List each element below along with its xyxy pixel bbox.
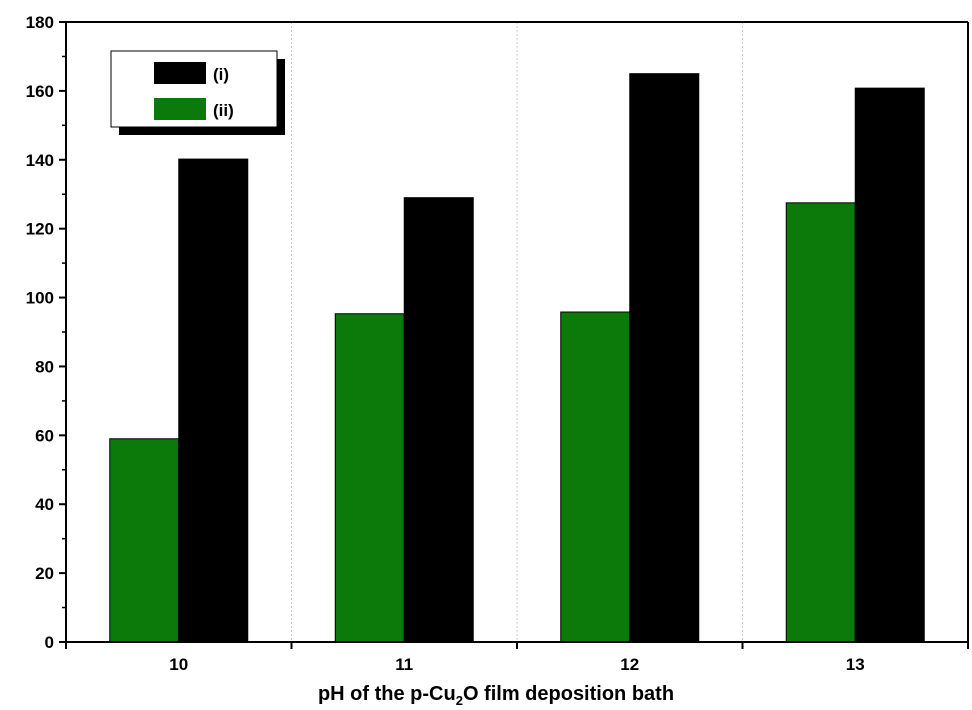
y-tick-label-160: 160 (26, 82, 54, 101)
bar-i-12 (629, 73, 700, 643)
grid (291, 22, 743, 642)
axes (59, 21, 969, 649)
y-tick-label-0: 0 (45, 633, 54, 652)
bar-ii-10 (109, 438, 180, 643)
bars (109, 73, 925, 643)
y-tick-label-40: 40 (35, 495, 54, 514)
y-tick-label-20: 20 (35, 564, 54, 583)
legend: (i) (ii) (110, 50, 285, 135)
y-tick-label-100: 100 (26, 289, 54, 308)
legend-swatch-ii (154, 98, 206, 120)
x-tick-label-10: 10 (169, 655, 188, 674)
bar-ii-12 (560, 311, 631, 643)
y-tick-label-120: 120 (26, 220, 54, 239)
bar-i-10 (178, 158, 249, 643)
x-tick-label-12: 12 (620, 655, 639, 674)
bar-ii-11 (334, 313, 405, 643)
bar-i-11 (403, 197, 474, 643)
legend-label-ii: (ii) (213, 101, 234, 120)
bar-i-13 (854, 87, 925, 643)
x-tick-label-13: 13 (846, 655, 865, 674)
x-axis-title: pH of the p-Cu2O film deposition bath (318, 683, 674, 708)
x-tick-label-11: 11 (395, 655, 413, 674)
tick-labels: 0 20 40 60 80 100 120 140 160 180 10 11 12 13 (26, 13, 865, 674)
y-tick-label-180: 180 (26, 13, 54, 32)
legend-label-i: (i) (213, 65, 229, 84)
y-tick-label-140: 140 (26, 151, 54, 170)
legend-swatch-i (154, 62, 206, 84)
y-tick-label-60: 60 (35, 426, 54, 445)
y-tick-label-80: 80 (35, 357, 54, 376)
bar-ii-13 (785, 202, 856, 643)
